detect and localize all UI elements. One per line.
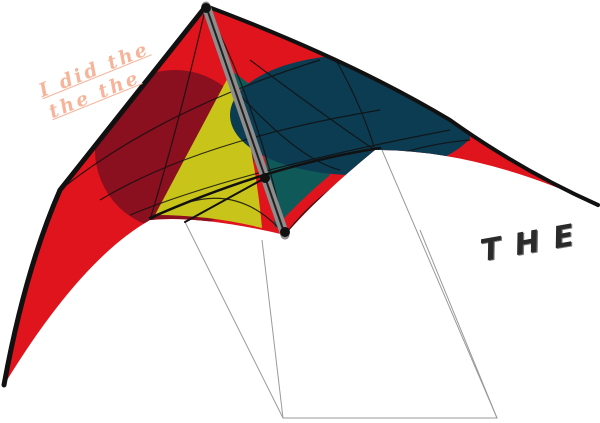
leading-edge-left [1, 3, 209, 388]
kite-frame [1, 1, 600, 388]
leading-edge-right [204, 4, 600, 207]
bridle-lines [184, 149, 498, 419]
